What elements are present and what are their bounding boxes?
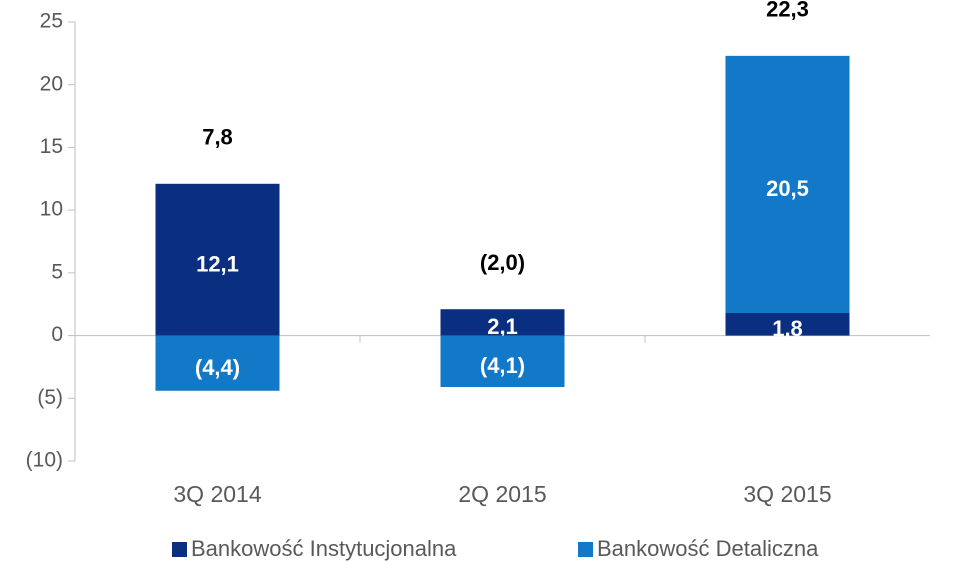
bar [725,55,850,313]
y-tick-label: (5) [37,386,63,409]
value-label: (4,1) [480,353,525,378]
value-label: 12,1 [196,251,239,276]
total-label: (2,0) [480,250,525,275]
bar [440,309,565,336]
bar [155,335,280,391]
x-tick-label: 3Q 2014 [173,481,261,507]
y-tick-label: 15 [40,135,63,158]
legend-label: Bankowość Instytucjonalna [191,536,457,561]
value-label: 1,8 [772,316,803,341]
bar [440,335,565,387]
value-label: 20,5 [766,176,809,201]
x-tick-label: 2Q 2015 [458,481,546,507]
total-label: 22,3 [766,0,809,22]
y-tick-label: 10 [40,198,63,221]
legend-label: Bankowość Detaliczna [597,536,819,561]
y-tick-label: 0 [51,323,63,346]
total-label: 7,8 [202,125,233,150]
legend-swatch [578,542,593,557]
value-label: 2,1 [487,314,518,339]
y-tick-label: (10) [26,449,63,472]
y-tick-label: 20 [40,72,63,95]
y-tick-label: 5 [51,260,63,283]
bar [725,312,850,336]
legend-swatch [172,542,187,557]
y-tick-label: 25 [40,10,63,33]
value-label: (4,4) [195,355,240,380]
x-tick-label: 3Q 2015 [743,481,831,507]
bar [155,183,280,336]
